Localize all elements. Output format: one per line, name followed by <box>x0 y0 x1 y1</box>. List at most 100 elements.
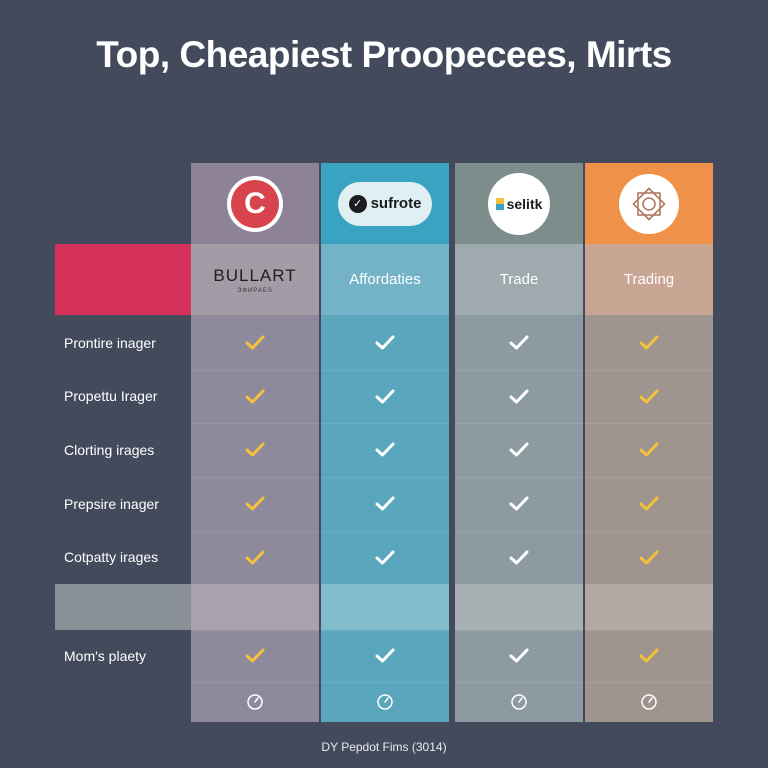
row-divider <box>455 531 583 532</box>
check-icon <box>245 335 265 350</box>
page-title: Top, Cheapiest Proopecees, Mirts <box>96 34 672 75</box>
clock-icon <box>641 694 657 710</box>
row-divider <box>585 531 713 532</box>
check-icon <box>509 389 529 403</box>
table-cell <box>585 316 713 370</box>
table-cell <box>455 316 583 370</box>
table-cell <box>455 630 583 682</box>
column-header-label: Trading <box>623 271 675 288</box>
table-cell <box>455 477 583 531</box>
logo-text: selitk <box>506 195 543 212</box>
logo-mark-icon: ✓ <box>348 194 367 213</box>
logo-pill: ✓ sufrote <box>338 181 432 226</box>
table-cell <box>191 630 319 682</box>
column-head <box>585 163 713 244</box>
column-subheader: ЭФИРАБS <box>237 287 273 294</box>
check-icon <box>375 335 395 350</box>
table-cell <box>191 423 319 477</box>
check-icon <box>375 442 395 457</box>
check-icon <box>509 550 529 564</box>
column-head: selitk <box>455 163 583 244</box>
row-divider <box>191 370 319 371</box>
column-header-cell: BULLART ЭФИРАБS <box>191 244 319 315</box>
column-header-label: BULLART <box>213 265 297 285</box>
empty-row-band <box>55 584 191 630</box>
check-icon <box>245 648 265 663</box>
check-icon <box>245 550 265 564</box>
table-cell <box>321 682 449 722</box>
row-divider <box>585 682 713 683</box>
row-divider <box>585 630 713 631</box>
check-icon <box>639 335 659 350</box>
row-divider <box>455 477 583 478</box>
logo-text: sufrote <box>370 195 422 212</box>
clock-icon <box>511 694 527 710</box>
table-cell <box>455 584 583 630</box>
column-header-cell: Affordaties <box>321 244 449 315</box>
row-divider <box>455 423 583 424</box>
row-divider <box>321 370 449 371</box>
row-label: Mom's plaety <box>64 648 147 664</box>
header-highlight-band <box>55 244 191 315</box>
column-header-label: Affordaties <box>349 271 421 288</box>
check-icon <box>509 335 529 350</box>
clock-icon <box>377 694 393 710</box>
check-icon <box>245 442 265 457</box>
row-divider <box>191 682 319 683</box>
check-icon <box>639 389 659 403</box>
table-cell <box>191 531 319 584</box>
selitk-logo: selitk <box>488 172 550 235</box>
column-head: ✓ sufrote <box>321 163 449 244</box>
row-divider <box>191 423 319 424</box>
row-divider <box>585 477 713 478</box>
row-divider <box>455 370 583 371</box>
c-logo-icon: C <box>225 174 285 234</box>
check-icon <box>509 442 529 457</box>
table-cell <box>321 630 449 682</box>
row-divider <box>455 630 583 631</box>
check-icon <box>375 550 395 564</box>
check-icon <box>509 496 529 511</box>
column-header-label: Trade <box>499 271 539 288</box>
row-divider <box>321 531 449 532</box>
check-icon <box>639 648 659 663</box>
row-divider <box>321 477 449 478</box>
row-label: Cotpatty irages <box>64 549 159 565</box>
footer-credit: DY Pepdot Fims (3014) <box>321 740 447 754</box>
check-icon <box>639 550 659 564</box>
table-cell <box>321 531 449 584</box>
check-icon <box>245 496 265 511</box>
row-divider <box>585 423 713 424</box>
table-cell <box>191 370 319 423</box>
table-cell <box>191 477 319 531</box>
table-cell <box>455 370 583 423</box>
row-label: Prepsire inager <box>64 496 159 512</box>
row-label: Clorting irages <box>64 442 155 458</box>
table-cell <box>455 531 583 584</box>
table-cell <box>321 316 449 370</box>
check-icon <box>509 648 529 663</box>
row-divider <box>191 630 319 631</box>
table-cell <box>585 682 713 722</box>
row-label: Propettu Irager <box>64 388 158 404</box>
table-cell <box>191 682 319 722</box>
clock-icon <box>247 694 263 710</box>
table-cell <box>191 584 319 630</box>
row-divider <box>455 682 583 683</box>
check-icon <box>245 389 265 403</box>
check-icon <box>375 648 395 663</box>
check-icon <box>639 442 659 457</box>
check-icon <box>375 389 395 403</box>
column-header-cell: Trade <box>455 244 583 315</box>
table-cell <box>191 316 319 370</box>
row-divider <box>321 423 449 424</box>
sufrote-logo: ✓ sufrote <box>338 181 432 226</box>
table-cell <box>321 423 449 477</box>
logo-circle: selitk <box>488 172 550 235</box>
row-divider <box>191 477 319 478</box>
table-cell <box>585 370 713 423</box>
table-cell <box>585 630 713 682</box>
ornament-logo-icon <box>618 173 680 235</box>
column-affordaties: ✓ sufrote Affordaties <box>321 163 449 722</box>
logo-letter: C <box>244 186 266 220</box>
